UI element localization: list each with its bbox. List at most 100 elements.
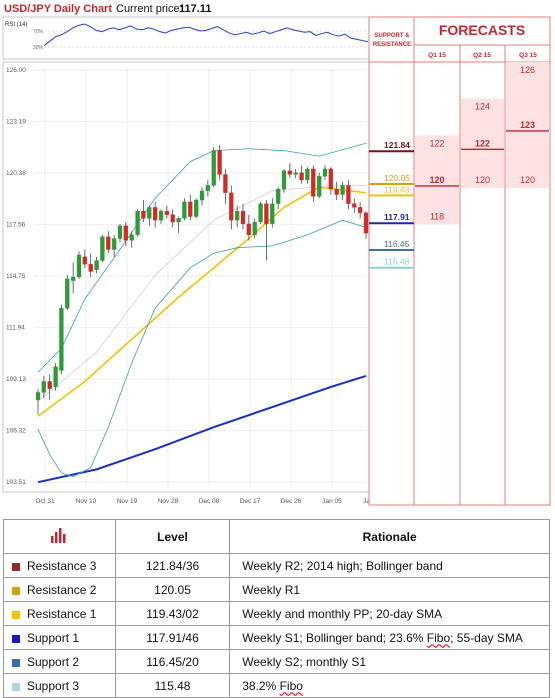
fibo-word: Fibo bbox=[279, 678, 303, 693]
candle-body bbox=[246, 223, 252, 236]
candle-body bbox=[193, 199, 199, 217]
candle-body bbox=[305, 168, 310, 181]
y-tick-label: 109.13 bbox=[6, 376, 26, 383]
row-rationale: 38.2% Fibo bbox=[229, 673, 550, 698]
candle-body bbox=[88, 264, 93, 272]
forecast-range-q3-15 bbox=[506, 62, 549, 188]
resistance-2-swatch bbox=[12, 586, 20, 595]
candle-body bbox=[147, 207, 152, 219]
y-tick-label: 103.51 bbox=[6, 479, 26, 486]
fibo-word: Fibo bbox=[426, 630, 451, 645]
candle-body bbox=[76, 254, 82, 278]
forecast-low: 118 bbox=[430, 212, 444, 222]
forecast-median: 120 bbox=[429, 175, 444, 185]
candle-body bbox=[293, 172, 298, 175]
candle-body bbox=[135, 210, 140, 236]
y-tick-label: 126.00 bbox=[6, 67, 26, 74]
quarter-q3: Q3 15 bbox=[519, 52, 537, 59]
candle-body bbox=[152, 207, 158, 221]
candle-body bbox=[334, 188, 339, 195]
y-tick-label: 111.94 bbox=[6, 325, 25, 332]
candle-body bbox=[188, 201, 193, 217]
candle-body bbox=[328, 168, 334, 190]
candle-body bbox=[35, 392, 41, 400]
support-1-swatch bbox=[12, 634, 20, 643]
levels-table: Level Rationale Resistance 3 121.84/36 W… bbox=[3, 519, 550, 698]
row-name: Resistance 3 bbox=[27, 558, 97, 573]
current-price-value: 117.11 bbox=[179, 3, 211, 15]
rationale-text: Weekly S1; Bollinger band; 23.6% bbox=[242, 630, 427, 645]
candle-body bbox=[352, 203, 357, 208]
candle-body bbox=[170, 214, 175, 223]
table-row: Resistance 1 119.43/02 Weekly and monthl… bbox=[3, 601, 550, 626]
rsi-label: RSI (14) bbox=[5, 22, 27, 28]
table-row: Support 2 116.45/20 Weekly S2; monthly S… bbox=[3, 649, 550, 674]
table-header: Level Rationale bbox=[3, 519, 550, 554]
candle-body bbox=[106, 236, 111, 250]
x-tick-label: Dec 08 bbox=[199, 498, 220, 505]
forecast-median: 123 bbox=[520, 120, 535, 130]
candle-body bbox=[59, 308, 64, 371]
level-label: 119.43 bbox=[384, 184, 410, 194]
level-label: 117.91 bbox=[384, 212, 410, 222]
row-level: 119.43/02 bbox=[114, 601, 231, 626]
forecast-range-q2-15 bbox=[461, 98, 504, 188]
candle-body bbox=[199, 190, 205, 201]
x-tick-label: Dec 26 bbox=[281, 498, 302, 505]
candle-body bbox=[217, 150, 222, 175]
usdjpy-chart: USD/JPY Daily Chart Current price: 117.1… bbox=[2, 3, 551, 506]
table-row: Support 3 115.48 38.2% Fibo bbox=[3, 673, 550, 698]
candle-body bbox=[258, 203, 263, 223]
support-resistance-label: SUPPORT & RESISTANCE bbox=[373, 33, 411, 48]
quarter-q2: Q2 15 bbox=[473, 52, 491, 59]
x-tick-label: Jan 05 bbox=[322, 498, 342, 505]
grid bbox=[34, 69, 374, 488]
candle-body bbox=[47, 381, 52, 389]
level-header: Level bbox=[114, 519, 231, 554]
support-2-swatch bbox=[12, 658, 20, 667]
y-tick-label: 117.56 bbox=[6, 222, 26, 229]
row-rationale: Weekly S2; monthly S1 bbox=[229, 649, 550, 674]
candle-body bbox=[223, 174, 228, 193]
candle-body bbox=[94, 260, 99, 270]
table-icon-cell bbox=[3, 519, 116, 554]
row-level: 121.84/36 bbox=[114, 553, 231, 578]
row-name: Support 3 bbox=[27, 678, 80, 693]
candle-body bbox=[229, 192, 234, 221]
candle-body bbox=[322, 168, 328, 177]
candle-body bbox=[176, 218, 181, 223]
forecast-low: 120 bbox=[475, 175, 490, 185]
candle-body bbox=[240, 210, 246, 225]
candle-body bbox=[234, 210, 240, 221]
y-tick-label: 106.32 bbox=[6, 428, 26, 435]
rsi-tick-70: 70% bbox=[33, 29, 44, 35]
rsi-line bbox=[43, 23, 369, 46]
line-20-day-sma bbox=[37, 186, 367, 417]
forecast-high: 124 bbox=[475, 102, 490, 112]
candle-body bbox=[164, 210, 170, 215]
line-55-day-sma bbox=[37, 374, 367, 484]
row-name: Resistance 1 bbox=[27, 606, 97, 621]
rsi-tick-30: 30% bbox=[33, 45, 44, 51]
x-tick-label: Nov 28 bbox=[158, 498, 179, 505]
candle-body bbox=[311, 168, 316, 197]
row-rationale: Weekly R1 bbox=[229, 577, 550, 602]
resistance-3-swatch bbox=[12, 562, 20, 571]
indicator-lines bbox=[37, 142, 367, 484]
candle-body bbox=[299, 172, 304, 181]
candle-body bbox=[287, 170, 293, 175]
forecast-high: 126 bbox=[520, 65, 535, 75]
quarter-q1: Q1 15 bbox=[428, 52, 446, 59]
candle-body bbox=[270, 203, 275, 225]
level-label: 120.05 bbox=[384, 173, 410, 183]
table-row: Resistance 3 121.84/36 Weekly R2; 2014 h… bbox=[3, 553, 550, 578]
candle-body bbox=[82, 256, 88, 265]
x-tick-label: Dec 17 bbox=[240, 498, 261, 505]
candle-body bbox=[111, 238, 117, 250]
support-3-swatch bbox=[12, 682, 20, 691]
row-level: 116.45/20 bbox=[114, 649, 231, 674]
rationale-header: Rationale bbox=[229, 519, 550, 554]
y-axis: 126.00 123.19 120.38 117.56 114.75 111.94 109.… bbox=[6, 67, 26, 486]
x-tick-label: Oct 31 bbox=[35, 498, 55, 505]
